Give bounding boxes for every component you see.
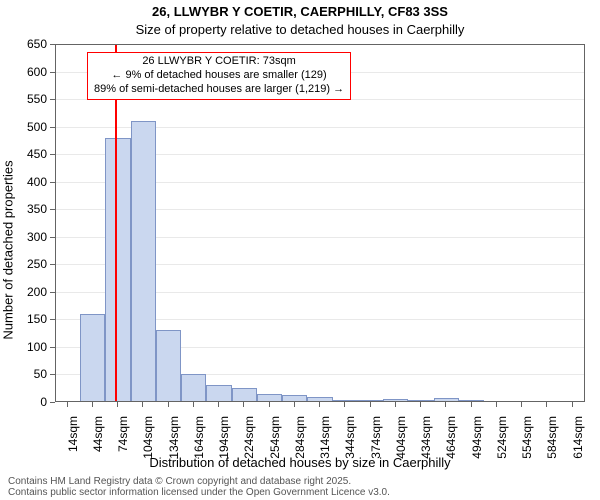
x-tick-label: 584sqm: [543, 416, 559, 459]
y-tick-label: 200: [27, 285, 55, 299]
x-tick-label: 434sqm: [417, 416, 433, 459]
x-tick-mark: [168, 402, 169, 407]
x-tick-label: 284sqm: [291, 416, 307, 459]
y-tick-label: 500: [27, 120, 55, 134]
x-tick-mark: [67, 402, 68, 407]
chart-title-line1: 26, LLWYBR Y COETIR, CAERPHILLY, CF83 3S…: [0, 4, 600, 19]
x-tick-label: 554sqm: [518, 416, 534, 459]
y-tick-label: 550: [27, 92, 55, 106]
x-tick-mark: [572, 402, 573, 407]
plot-area: 050100150200250300350400450500550600650 …: [55, 44, 585, 402]
x-tick-label: 104sqm: [139, 416, 155, 459]
x-tick-mark: [142, 402, 143, 407]
x-tick-mark: [344, 402, 345, 407]
x-tick-label: 524sqm: [493, 416, 509, 459]
x-tick-mark: [445, 402, 446, 407]
x-tick-mark: [294, 402, 295, 407]
x-tick-mark: [269, 402, 270, 407]
y-axis-label: Number of detached properties: [1, 160, 16, 339]
footer-line2: Contains public sector information licen…: [8, 487, 390, 498]
x-tick-mark: [546, 402, 547, 407]
annotation-line3: 89% of semi-detached houses are larger (…: [94, 83, 344, 97]
x-tick-mark: [218, 402, 219, 407]
x-tick-label: 404sqm: [392, 416, 408, 459]
x-tick-label: 44sqm: [89, 416, 105, 452]
x-tick-mark: [243, 402, 244, 407]
x-tick-label: 494sqm: [468, 416, 484, 459]
y-tick-label: 250: [27, 257, 55, 271]
x-tick-label: 194sqm: [215, 416, 231, 459]
x-tick-label: 134sqm: [165, 416, 181, 459]
x-tick-mark: [471, 402, 472, 407]
chart-root: 26, LLWYBR Y COETIR, CAERPHILLY, CF83 3S…: [0, 0, 600, 500]
x-tick-label: 344sqm: [341, 416, 357, 459]
annotation-box: 26 LLWYBR Y COETIR: 73sqm ← 9% of detach…: [87, 52, 351, 100]
x-tick-label: 74sqm: [114, 416, 130, 452]
x-tick-mark: [395, 402, 396, 407]
y-tick-label: 100: [27, 340, 55, 354]
x-tick-mark: [521, 402, 522, 407]
x-tick-label: 614sqm: [569, 416, 585, 459]
y-tick-label: 350: [27, 202, 55, 216]
y-tick-label: 650: [27, 37, 55, 51]
y-tick-label: 150: [27, 312, 55, 326]
annotation-line1: 26 LLWYBR Y COETIR: 73sqm: [94, 55, 344, 69]
chart-title-line2: Size of property relative to detached ho…: [0, 22, 600, 37]
y-tick-label: 0: [40, 395, 55, 409]
x-tick-label: 374sqm: [367, 416, 383, 459]
y-tick-label: 50: [34, 367, 55, 381]
x-tick-label: 14sqm: [64, 416, 80, 452]
footer: Contains HM Land Registry data © Crown c…: [8, 476, 390, 498]
y-tick-label: 400: [27, 175, 55, 189]
x-tick-label: 314sqm: [316, 416, 332, 459]
y-tick-label: 450: [27, 147, 55, 161]
x-tick-mark: [117, 402, 118, 407]
footer-line1: Contains HM Land Registry data © Crown c…: [8, 476, 390, 487]
x-tick-label: 464sqm: [442, 416, 458, 459]
y-tick-label: 600: [27, 65, 55, 79]
x-tick-mark: [420, 402, 421, 407]
x-tick-label: 164sqm: [190, 416, 206, 459]
y-tick-label: 300: [27, 230, 55, 244]
annotation-line2: ← 9% of detached houses are smaller (129…: [94, 69, 344, 83]
x-tick-mark: [92, 402, 93, 407]
x-tick-mark: [319, 402, 320, 407]
x-tick-label: 254sqm: [266, 416, 282, 459]
x-axis-label: Distribution of detached houses by size …: [0, 455, 600, 470]
x-tick-label: 224sqm: [240, 416, 256, 459]
x-tick-mark: [496, 402, 497, 407]
x-tick-mark: [193, 402, 194, 407]
x-tick-mark: [370, 402, 371, 407]
